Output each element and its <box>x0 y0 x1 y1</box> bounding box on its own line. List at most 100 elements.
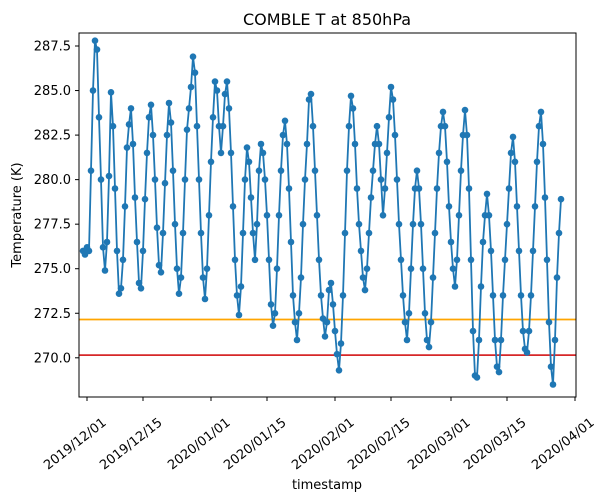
data-point <box>555 229 563 237</box>
data-point <box>415 185 423 192</box>
data-point <box>87 167 95 174</box>
data-point <box>515 247 523 255</box>
data-point <box>243 144 251 151</box>
y-tick-label: 285.0 <box>34 84 71 99</box>
data-point <box>317 292 325 299</box>
data-point <box>359 274 367 281</box>
data-point <box>311 167 319 174</box>
data-point <box>283 140 291 148</box>
data-point <box>315 256 323 264</box>
data-point <box>129 140 137 148</box>
data-point <box>381 185 389 192</box>
data-point <box>95 114 103 121</box>
data-point <box>251 256 259 264</box>
data-point <box>539 140 547 148</box>
data-point <box>477 283 485 290</box>
data-point <box>195 176 203 183</box>
data-point <box>235 311 243 319</box>
data-point <box>145 114 153 121</box>
data-point <box>483 190 491 198</box>
data-point <box>305 96 313 103</box>
data-point <box>111 185 119 192</box>
data-point <box>259 149 267 157</box>
data-point <box>533 158 541 166</box>
data-point <box>543 256 551 264</box>
data-point <box>125 121 133 128</box>
data-point <box>455 212 463 219</box>
data-point <box>255 167 263 174</box>
data-point <box>463 131 471 139</box>
data-point <box>177 274 185 281</box>
data-point <box>175 290 183 298</box>
data-point <box>285 185 293 192</box>
data-point <box>433 185 441 192</box>
data-point <box>485 212 493 219</box>
data-point <box>309 122 317 130</box>
data-point <box>189 53 197 60</box>
data-point <box>497 336 505 344</box>
data-point <box>345 122 353 130</box>
data-point <box>133 238 141 246</box>
data-point <box>347 92 355 100</box>
data-point <box>151 176 159 183</box>
data-point <box>399 292 407 299</box>
data-point <box>219 122 227 130</box>
data-point <box>303 140 311 148</box>
data-point <box>105 172 113 180</box>
data-point <box>149 131 157 139</box>
data-point <box>261 176 269 183</box>
data-point <box>213 87 221 94</box>
data-point <box>231 256 239 264</box>
data-point <box>499 292 507 299</box>
data-point <box>113 247 121 255</box>
data-point <box>421 310 429 317</box>
data-point <box>307 90 315 98</box>
data-point <box>535 122 543 130</box>
data-point <box>123 144 131 151</box>
data-point <box>179 229 187 237</box>
data-point <box>101 267 109 274</box>
data-point <box>333 350 341 358</box>
data-point <box>537 108 545 116</box>
data-point <box>155 261 163 269</box>
data-point <box>479 238 487 246</box>
data-point <box>407 265 415 273</box>
x-axis-label: timestamp <box>292 478 362 493</box>
data-point <box>413 167 421 174</box>
data-point <box>423 336 431 344</box>
data-point <box>465 185 473 192</box>
data-point <box>339 292 347 299</box>
data-point <box>183 126 191 133</box>
data-point <box>241 176 249 183</box>
data-point <box>161 179 169 187</box>
data-point <box>85 247 93 255</box>
data-point <box>225 105 233 112</box>
data-point <box>89 87 97 94</box>
axes-frame <box>78 32 577 398</box>
data-point <box>119 256 127 264</box>
data-point <box>185 105 193 112</box>
data-point <box>509 133 517 141</box>
data-point <box>193 122 201 130</box>
data-point <box>489 292 497 299</box>
data-point <box>135 279 143 287</box>
data-point <box>467 256 475 264</box>
data-point <box>391 131 399 139</box>
y-tick-label: 275.0 <box>34 262 71 277</box>
data-point <box>323 318 331 326</box>
data-point <box>373 122 381 130</box>
data-point <box>337 340 345 347</box>
data-point <box>275 212 283 219</box>
data-point <box>153 224 161 231</box>
data-point <box>107 89 115 96</box>
data-point <box>257 140 265 148</box>
data-point <box>263 212 271 219</box>
data-point <box>217 149 225 157</box>
data-point <box>457 167 465 174</box>
data-point <box>103 238 111 246</box>
data-point <box>121 203 129 210</box>
data-point <box>443 158 451 166</box>
data-point <box>253 220 261 228</box>
